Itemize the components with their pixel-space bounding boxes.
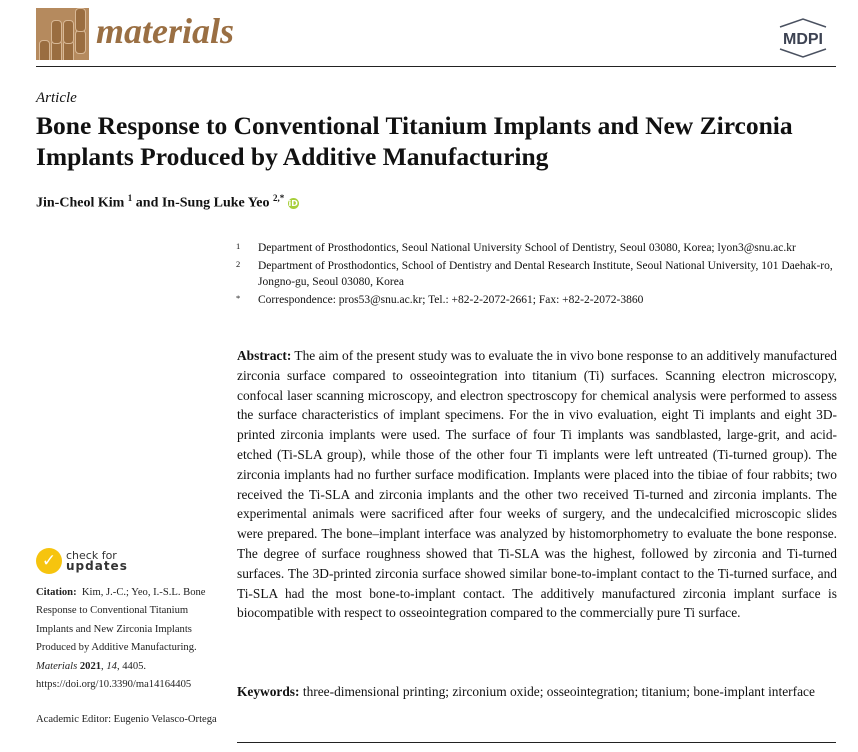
check-for-updates-button[interactable]: ✓ check for updates <box>36 548 128 574</box>
svg-text:MDPI: MDPI <box>783 31 823 48</box>
article-title: Bone Response to Conventional Titanium I… <box>36 111 793 171</box>
mdpi-logo: MDPI <box>779 18 827 58</box>
doi-link[interactable]: , 4405. https://doi.org/10.3390/ma141644… <box>36 660 192 691</box>
author-name[interactable]: Jin-Cheol Kim <box>36 195 125 211</box>
academic-editor: Academic Editor: Eugenio Velasco-Ortega <box>36 714 217 725</box>
journal-name: materials <box>96 11 235 51</box>
citation: Citation: Kim, J.-C.; Yeo, I.-S.L. Bone … <box>36 587 206 691</box>
affiliation: 1 Department of Prosthodontics, Seoul Nat… <box>236 241 796 254</box>
article-type: Article <box>36 90 77 106</box>
authors: Jin-Cheol Kim 1 and In-Sung Luke Yeo 2,*… <box>36 193 299 211</box>
keywords: Keywords: three-dimensional printing; zi… <box>237 684 815 699</box>
abstract: Abstract: The aim of the present study w… <box>237 348 837 621</box>
header-rule <box>36 66 836 67</box>
affiliation: 2 Department of Prosthodontics, School of… <box>236 259 833 288</box>
orcid-icon[interactable]: iD <box>287 197 299 209</box>
checkmark-icon: ✓ <box>36 548 62 574</box>
journal-logo <box>36 8 89 60</box>
affiliations: 1 Department of Prosthodontics, Seoul Nat… <box>236 240 836 310</box>
section-rule <box>237 742 836 743</box>
correspondence: * Correspondence: pros53@snu.ac.kr; Tel.:… <box>236 293 644 306</box>
author-name[interactable]: In-Sung Luke Yeo <box>161 195 270 211</box>
